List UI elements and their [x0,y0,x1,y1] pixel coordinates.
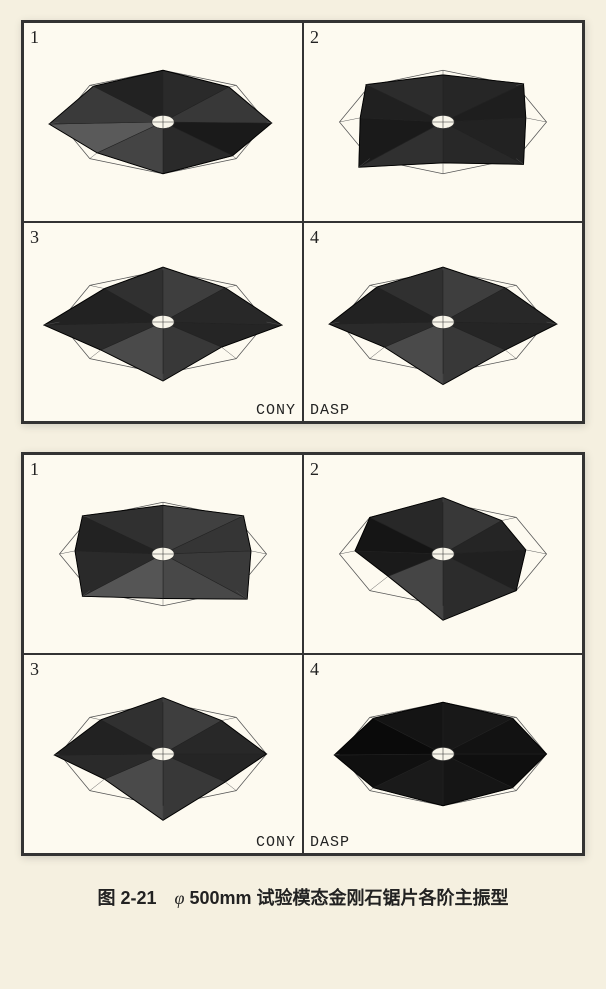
panel-label-dasp: DASP [310,834,350,851]
figure-caption: 图 2-21 φ 500mm 试验模态金刚石锯片各阶主振型 [21,884,585,910]
mode-shape-disc [318,674,568,834]
connector-line [225,782,236,791]
connector-line [90,779,105,790]
connector-line [370,285,377,287]
connector-line [370,717,374,718]
mode-shape-disc [38,674,288,834]
connector-line [233,156,237,159]
connector-line [90,717,101,719]
mode-shape-disc [38,474,288,634]
figure-block-2: 123CONY4DASP [21,452,585,856]
connector-line [513,717,517,718]
panel-3: 3CONY [23,654,303,854]
panel-3: 3CONY [23,222,303,422]
mode-shape-disc [318,474,568,634]
connector-line [90,85,94,86]
caption-phi: φ [175,888,185,908]
mode-shape-disc [318,42,568,202]
caption-rest: 500mm 试验模态金刚石锯片各阶主振型 [184,888,508,908]
mode-shape-disc [38,42,288,202]
panel-label-cony: CONY [256,402,296,419]
panel-label-cony: CONY [256,834,296,851]
connector-line [502,517,517,520]
connector-line [370,576,388,590]
connector-line [222,347,237,358]
connector-line [370,347,385,358]
caption-prefix: 图 2-21 [97,888,156,908]
panel-4: 4DASP [303,222,583,422]
mode-shape-disc [38,242,288,402]
panel-2: 2 [303,22,583,222]
connector-line [229,85,236,87]
connector-line [90,153,97,159]
connector-line [370,788,374,791]
panel-4: 4DASP [303,654,583,854]
panel-label-dasp: DASP [310,402,350,419]
panel-1: 1 [23,454,303,654]
connector-line [513,788,517,791]
connector-line [505,350,516,359]
connector-line [90,350,101,359]
connector-line [222,717,237,720]
connector-line [225,285,236,287]
panel-1: 1 [23,22,303,222]
mode-shape-disc [318,242,568,402]
figure-block-1: 123CONY4DASP [21,20,585,424]
panel-2: 2 [303,454,583,654]
connector-line [505,285,516,287]
connector-line [90,285,105,288]
